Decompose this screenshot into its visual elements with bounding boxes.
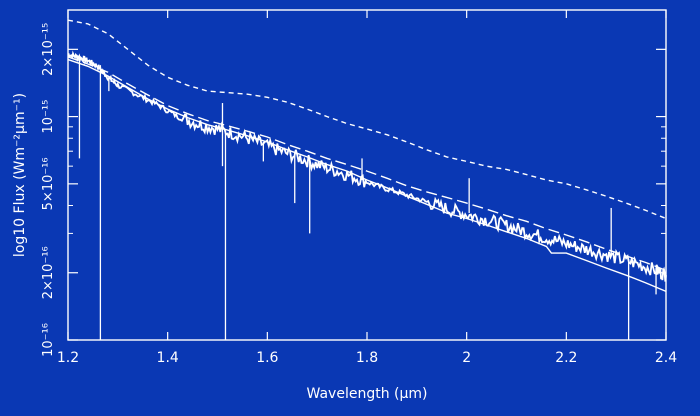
x-tick-label: 2.2: [555, 350, 577, 366]
x-tick-label: 1.2: [57, 350, 79, 366]
series-line-long-dash: [67, 56, 667, 272]
y-axis-label: log10 Flux (Wm⁻²μm⁻¹): [12, 93, 28, 257]
series-layer: [67, 19, 667, 293]
x-tick-label: 1.4: [157, 350, 179, 366]
x-tick-label: 2.4: [655, 350, 677, 366]
y-axis-ticks: 10⁻¹⁶ 2×10⁻¹⁶ 5×10⁻¹⁶ 10⁻¹⁵ 2×10⁻¹⁵: [41, 9, 666, 357]
y-tick-label: 5×10⁻¹⁶: [41, 157, 56, 210]
x-axis-ticks: 1.2 1.4 1.6 1.8 2 2.2 2.4: [57, 10, 677, 366]
series-line-noisy-solid: [67, 50, 667, 282]
series-line-short-dash: [67, 19, 667, 220]
series-line-thin-solid: [67, 58, 667, 293]
y-tick-label: 10⁻¹⁵: [41, 100, 56, 134]
x-axis-label: Wavelength (μm): [307, 386, 428, 402]
y-tick-label: 2×10⁻¹⁶: [41, 246, 56, 299]
x-tick-label: 2: [462, 350, 471, 366]
plot-frame: [67, 9, 667, 341]
y-tick-label: 10⁻¹⁶: [41, 323, 56, 357]
x-tick-label: 1.8: [356, 350, 378, 366]
spike-layer: [78, 59, 657, 340]
y-tick-label: 2×10⁻¹⁵: [41, 23, 56, 76]
x-tick-label: 1.6: [256, 350, 278, 366]
